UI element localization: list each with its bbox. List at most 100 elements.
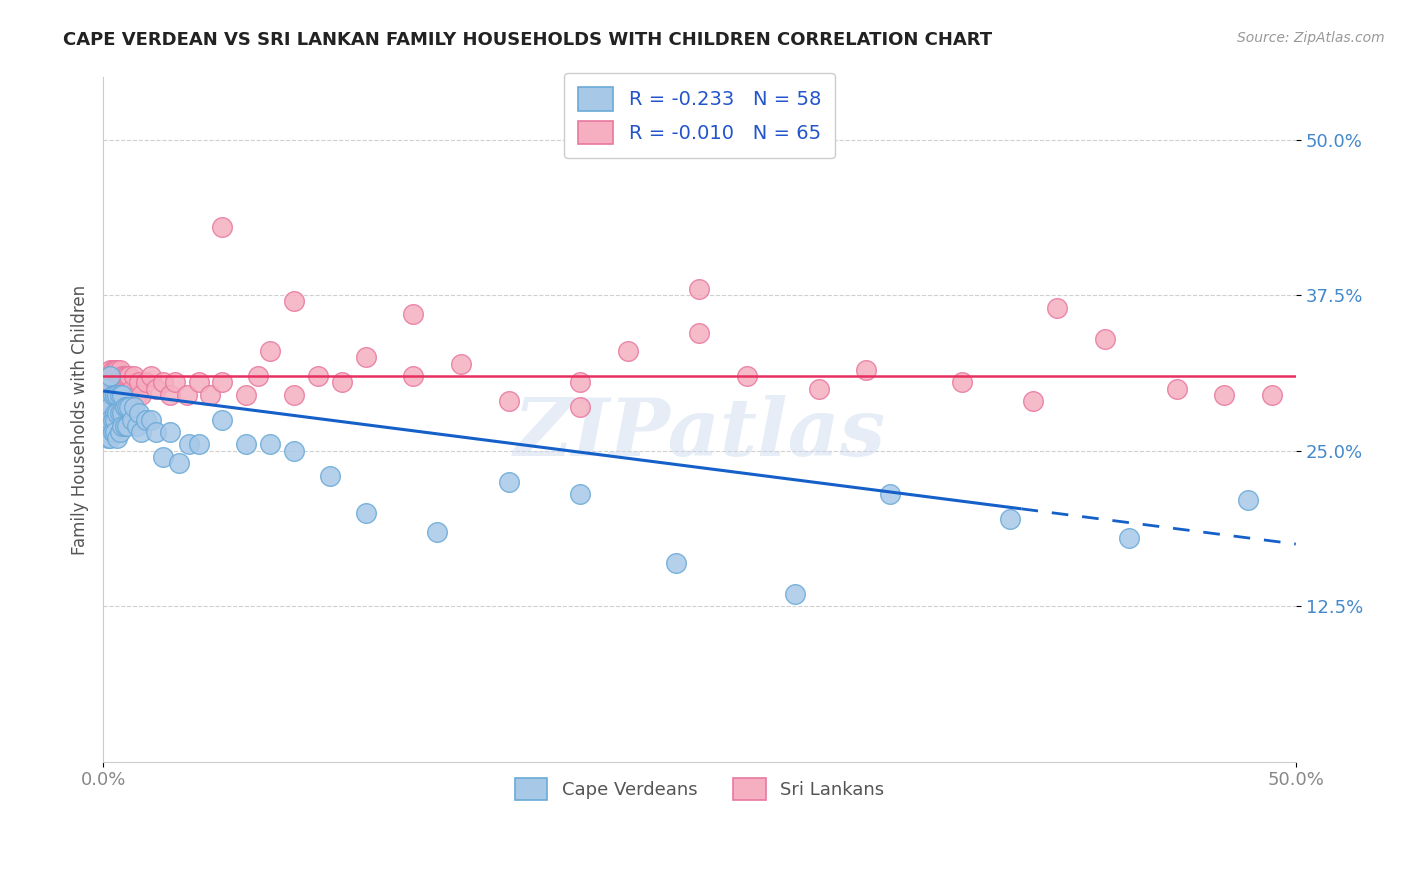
Point	[330, 376, 353, 390]
Point	[283, 443, 305, 458]
Point	[94, 369, 117, 384]
Point	[98, 369, 121, 384]
Point	[129, 388, 152, 402]
Point	[111, 388, 134, 402]
Point	[104, 425, 127, 439]
Point	[426, 524, 449, 539]
Point	[104, 382, 127, 396]
Point	[163, 376, 186, 390]
Point	[283, 388, 305, 402]
Point	[98, 400, 121, 414]
Point	[569, 376, 592, 390]
Point	[107, 431, 129, 445]
Point	[247, 369, 270, 384]
Point	[94, 412, 117, 426]
Point	[101, 363, 124, 377]
Point	[879, 487, 901, 501]
Point	[354, 506, 377, 520]
Point	[94, 382, 117, 396]
Point	[97, 418, 120, 433]
Point	[128, 406, 150, 420]
Point	[121, 382, 143, 396]
Point	[108, 363, 131, 377]
Point	[235, 437, 257, 451]
Point	[107, 388, 129, 402]
Point	[177, 437, 200, 451]
Point	[115, 418, 138, 433]
Point	[855, 363, 877, 377]
Point	[354, 351, 377, 365]
Point	[1166, 382, 1188, 396]
Point	[665, 556, 688, 570]
Point	[950, 376, 973, 390]
Point	[122, 369, 145, 384]
Point	[98, 363, 121, 377]
Point	[108, 406, 131, 420]
Point	[114, 400, 136, 414]
Point	[402, 369, 425, 384]
Point	[169, 456, 191, 470]
Point	[98, 431, 121, 445]
Point	[688, 326, 710, 340]
Point	[97, 388, 120, 402]
Point	[145, 382, 167, 396]
Point	[176, 388, 198, 402]
Point	[735, 369, 758, 384]
Point	[152, 376, 174, 390]
Point	[104, 412, 127, 426]
Point	[688, 282, 710, 296]
Point	[187, 437, 209, 451]
Point	[1237, 493, 1260, 508]
Point	[101, 388, 124, 402]
Point	[98, 412, 121, 426]
Point	[145, 425, 167, 439]
Point	[104, 363, 127, 377]
Y-axis label: Family Households with Children: Family Households with Children	[72, 285, 89, 555]
Point	[115, 400, 138, 414]
Point	[128, 376, 150, 390]
Point	[152, 450, 174, 464]
Text: CAPE VERDEAN VS SRI LANKAN FAMILY HOUSEHOLDS WITH CHILDREN CORRELATION CHART: CAPE VERDEAN VS SRI LANKAN FAMILY HOUSEH…	[63, 31, 993, 49]
Point	[104, 406, 127, 420]
Point	[101, 412, 124, 426]
Point	[118, 369, 141, 384]
Point	[107, 363, 129, 377]
Point	[111, 369, 134, 384]
Point	[111, 406, 134, 420]
Point	[1213, 388, 1236, 402]
Point	[108, 425, 131, 439]
Point	[498, 393, 520, 408]
Point	[200, 388, 222, 402]
Point	[98, 388, 121, 402]
Point	[1118, 531, 1140, 545]
Point	[115, 388, 138, 402]
Point	[569, 487, 592, 501]
Point	[122, 400, 145, 414]
Point	[1094, 332, 1116, 346]
Point	[159, 425, 181, 439]
Point	[104, 400, 127, 414]
Point	[108, 388, 131, 402]
Point	[135, 376, 157, 390]
Text: Source: ZipAtlas.com: Source: ZipAtlas.com	[1237, 31, 1385, 45]
Point	[97, 431, 120, 445]
Point	[569, 400, 592, 414]
Point	[259, 437, 281, 451]
Point	[107, 388, 129, 402]
Point	[121, 412, 143, 426]
Point	[108, 388, 131, 402]
Point	[283, 294, 305, 309]
Point	[307, 369, 329, 384]
Point	[319, 468, 342, 483]
Point	[998, 512, 1021, 526]
Point	[498, 475, 520, 489]
Point	[107, 406, 129, 420]
Point	[125, 388, 148, 402]
Point	[139, 369, 162, 384]
Point	[135, 412, 157, 426]
Point	[94, 388, 117, 402]
Point	[129, 425, 152, 439]
Point	[115, 369, 138, 384]
Point	[111, 418, 134, 433]
Point	[783, 587, 806, 601]
